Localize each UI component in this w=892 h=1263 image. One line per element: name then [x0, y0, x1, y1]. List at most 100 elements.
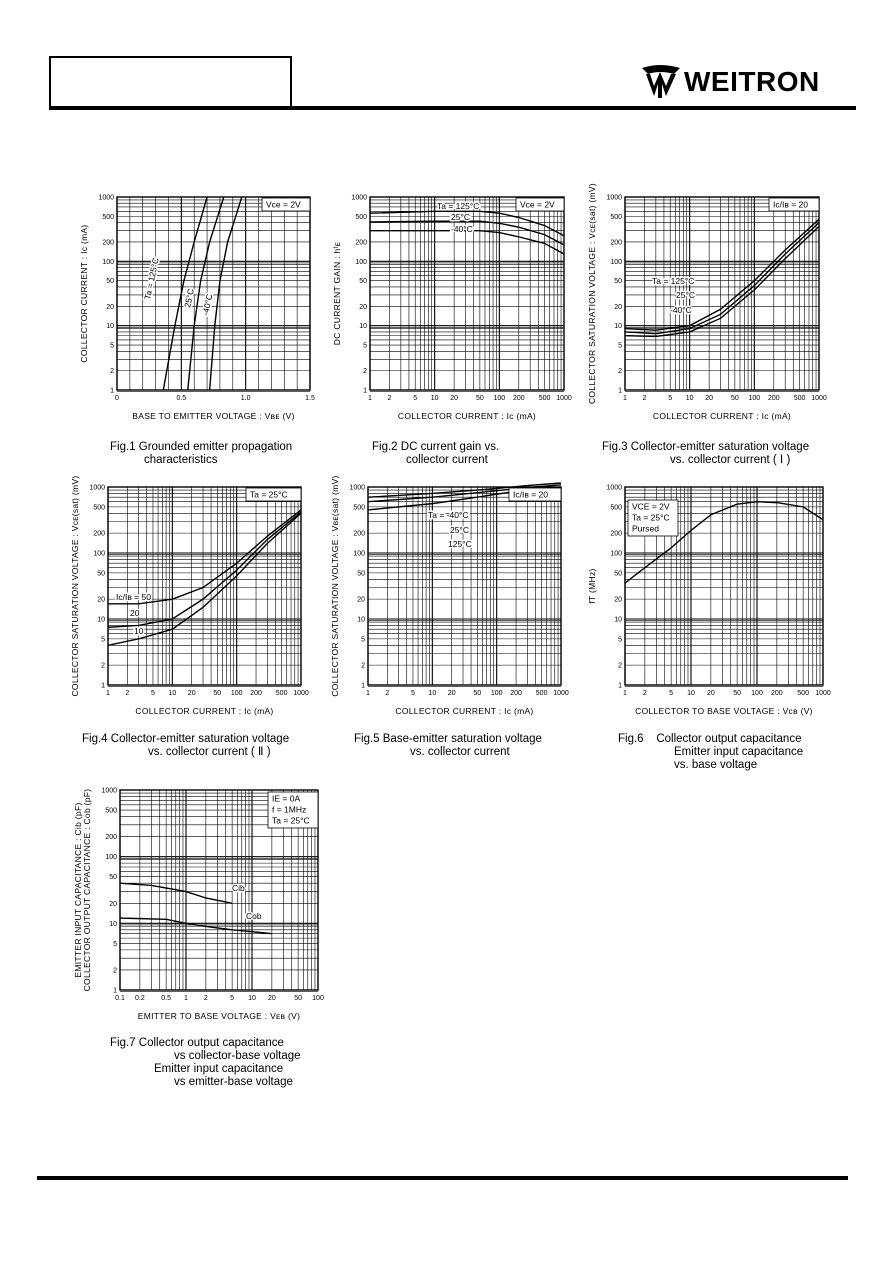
series-curve — [367, 484, 562, 503]
footer-rule — [37, 1176, 848, 1180]
series-label: -40°C — [200, 293, 214, 316]
x-tick-label: 500 — [276, 690, 288, 697]
fig4-caption-line: Fig.4 Collector-emitter saturation volta… — [82, 733, 290, 745]
y-tick-label: 1000 — [101, 788, 117, 795]
x-tick-label: 1 — [106, 690, 110, 697]
y-tick-label: 200 — [355, 239, 367, 246]
x-tick-label: 10 — [686, 395, 694, 402]
legend-box — [261, 197, 311, 212]
fig3-caption-line: Fig.3 Collector-emitter saturation volta… — [602, 441, 810, 453]
x-tick-label: 0.5 — [176, 395, 186, 402]
x-tick-label: 2 — [643, 690, 647, 697]
fig1-chart: 1 2 5 10 20 50 100 200 500 1000 0 0.5 1.0 1.5 BASE TO … — [79, 195, 315, 422]
y-tick-label: 100 — [105, 854, 117, 861]
y-tick-label: 2 — [110, 368, 114, 375]
x-tick-label: 1000 — [811, 395, 827, 402]
y-tick-label: 5 — [110, 343, 114, 350]
y-tick-label: 500 — [93, 504, 105, 511]
series-curve — [369, 229, 565, 255]
y-tick-label: 100 — [355, 259, 367, 266]
series-curve — [107, 512, 302, 646]
x-axis-label: COLLECTOR CURRENT : Ic (mA) — [395, 706, 533, 716]
fig3-grid — [624, 197, 819, 392]
x-axis-label: EMITTER TO BASE VOLTAGE : Vᴇʙ (V) — [138, 1011, 300, 1021]
y-axis-label: DC CURRENT GAIN : hᶠᴇ — [332, 242, 342, 345]
x-tick-label: 20 — [450, 395, 458, 402]
x-tick-label: 0.2 — [135, 995, 145, 1002]
y-tick-label: 1000 — [349, 485, 365, 492]
legend-text: Vce = 2V — [266, 200, 301, 210]
series-curve — [369, 210, 565, 237]
legend-text: Ta = 25°C — [272, 816, 310, 826]
fig5-chart: 1 2 5 10 20 50 100 200 500 1000 1 2 5 10 20 50 100 200 500… — [330, 475, 569, 716]
x-tick-label: 5 — [668, 395, 672, 402]
x-tick-label: 100 — [751, 690, 763, 697]
y-tick-label: 1000 — [606, 485, 622, 492]
y-tick-label: 50 — [97, 570, 105, 577]
fig6-caption-line: Emitter input capacitance — [674, 746, 804, 758]
series-curve — [119, 882, 233, 904]
series-label: 125°C — [448, 539, 472, 549]
series-label: 25°C — [676, 290, 695, 300]
y-tick-label: 50 — [359, 278, 367, 285]
y-tick-label: 500 — [610, 214, 622, 221]
series-curve — [107, 509, 302, 605]
y-tick-label: 10 — [357, 617, 365, 624]
fig2-caption-line: collector current — [406, 454, 488, 466]
x-tick-label: 0.1 — [115, 995, 125, 1002]
series-curve — [162, 196, 208, 391]
y-tick-label: 20 — [109, 901, 117, 908]
series-label: Ta = 125°C — [437, 201, 479, 211]
x-tick-label: 2 — [125, 690, 129, 697]
legend-text: f = 1MHz — [272, 805, 306, 815]
x-tick-label: 1 — [184, 995, 188, 1002]
y-tick-label: 20 — [97, 597, 105, 604]
y-tick-label: 1 — [113, 988, 117, 995]
y-tick-label: 1 — [101, 683, 105, 690]
y-tick-label: 5 — [113, 941, 117, 948]
y-tick-label: 1 — [618, 388, 622, 395]
fig5-caption-line: vs. collector current — [410, 746, 510, 758]
x-tick-label: 10 — [428, 690, 436, 697]
x-tick-label: 1000 — [293, 690, 309, 697]
x-tick-label: 2 — [388, 395, 392, 402]
x-tick-label: 0 — [115, 395, 119, 402]
x-tick-label: 20 — [448, 690, 456, 697]
y-tick-label: 50 — [614, 570, 622, 577]
fig6-grid — [624, 487, 823, 687]
legend-text: Pursed — [632, 524, 659, 534]
x-tick-label: 10 — [248, 995, 256, 1002]
x-axis-label: BASE TO EMITTER VOLTAGE : Vʙᴇ (V) — [132, 411, 294, 421]
y-tick-label: 200 — [610, 239, 622, 246]
legend-text: Ta = 25°C — [632, 513, 670, 523]
x-tick-label: 1 — [623, 690, 627, 697]
y-tick-label: 50 — [106, 278, 114, 285]
x-tick-label: 50 — [731, 395, 739, 402]
series-label: Ta = -40°C — [428, 510, 469, 520]
fig7-chart: 1 2 5 10 20 50 100 200 500 1000 0.1 0.2 0.5 1 2 5 10 20 50… — [73, 788, 324, 1022]
x-axis-label: COLLECTOR CURRENT : Ic (mA) — [653, 411, 791, 421]
series-label: -40°C — [451, 224, 473, 234]
legend-text: Ic/Iʙ = 20 — [773, 200, 808, 210]
y-tick-label: 5 — [618, 636, 622, 643]
x-axis-label: COLLECTOR CURRENT : Ic (mA) — [398, 411, 536, 421]
legend-box — [768, 197, 820, 212]
x-axis-label: COLLECTOR TO BASE VOLTAGE : Vᴄʙ (V) — [635, 706, 813, 716]
fig1-frame — [116, 196, 311, 391]
fig2-chart: 1 2 5 10 20 50 100 200 500 1000 1 2 5 10 20 50 100 200 500… — [332, 195, 572, 422]
fig5-frame — [367, 486, 562, 686]
series-label: 25°C — [451, 212, 470, 222]
y-tick-label: 500 — [353, 504, 365, 511]
y-tick-label: 1 — [361, 683, 365, 690]
y-tick-label: 20 — [614, 597, 622, 604]
y-axis-label: COLLECTOR SATURATION VOLTAGE : Vᴄᴇ(sat) … — [70, 475, 80, 696]
x-tick-label: 10 — [687, 690, 695, 697]
x-tick-label: 100 — [748, 395, 760, 402]
fig1-caption-line: characteristics — [144, 454, 218, 466]
fig3-frame — [624, 196, 820, 391]
brand-name: WEITRON — [684, 66, 820, 97]
fig6-chart: 1 2 5 10 20 50 100 200 500 1000 1 2 5 10 20 50 100 200 500… — [587, 485, 831, 717]
series-label: 20 — [130, 608, 140, 618]
x-tick-label: 1.0 — [241, 395, 251, 402]
x-tick-label: 50 — [733, 690, 741, 697]
